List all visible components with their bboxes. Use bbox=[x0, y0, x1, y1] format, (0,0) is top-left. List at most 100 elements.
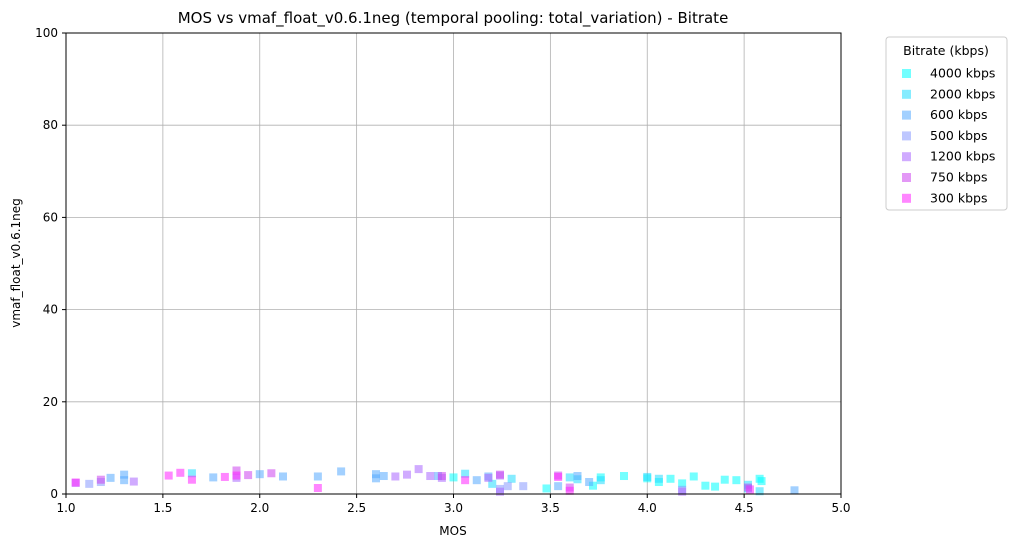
data-point-600-kbps bbox=[472, 476, 481, 485]
data-point-1200-kbps bbox=[678, 487, 687, 496]
data-point-1200-kbps bbox=[129, 477, 138, 486]
data-point-2000-kbps bbox=[461, 469, 470, 478]
data-point-300-kbps bbox=[565, 486, 574, 495]
data-point-300-kbps bbox=[554, 472, 563, 481]
x-tick-label: 3.5 bbox=[541, 501, 560, 515]
data-point-1200-kbps bbox=[391, 472, 400, 481]
y-axis-label: vmaf_float_v0.6.1neg bbox=[9, 198, 23, 328]
data-point-2000-kbps bbox=[596, 476, 605, 485]
legend-marker bbox=[902, 173, 911, 182]
data-point-4000-kbps bbox=[711, 482, 720, 491]
legend-entry: 4000 kbps bbox=[930, 66, 995, 81]
data-point-500-kbps bbox=[519, 482, 528, 491]
data-point-600-kbps bbox=[573, 472, 582, 481]
data-point-1200-kbps bbox=[414, 465, 423, 474]
data-point-2000-kbps bbox=[565, 473, 574, 482]
data-point-600-kbps bbox=[209, 473, 218, 482]
legend-title: Bitrate (kbps) bbox=[903, 43, 989, 58]
data-point-4000-kbps bbox=[757, 477, 766, 486]
data-point-2000-kbps bbox=[488, 479, 497, 488]
data-point-1200-kbps bbox=[496, 487, 504, 496]
data-point-600-kbps bbox=[279, 472, 287, 481]
data-point-1200-kbps bbox=[484, 473, 493, 482]
data-point-4000-kbps bbox=[689, 472, 698, 481]
legend-marker bbox=[902, 69, 911, 78]
x-tick-label: 1.5 bbox=[153, 501, 172, 515]
x-tick-label: 3.0 bbox=[444, 501, 463, 515]
data-point-4000-kbps bbox=[701, 481, 710, 490]
data-point-300-kbps bbox=[745, 485, 754, 494]
legend-frame bbox=[885, 36, 1008, 211]
x-tick-label: 4.0 bbox=[638, 501, 657, 515]
data-point-4000-kbps bbox=[620, 472, 628, 481]
data-point-600-kbps bbox=[120, 470, 129, 479]
data-point-750-kbps bbox=[267, 469, 276, 478]
data-point-750-kbps bbox=[232, 466, 241, 475]
legend: Bitrate (kbps) 4000 kbps 2000 kbps 600 kbp… bbox=[885, 36, 1008, 211]
data-point-1200-kbps bbox=[426, 472, 435, 481]
x-axis-ticks: 1.0 1.5 2.0 2.5 3.0 3.5 4.0 4.5 5.0 bbox=[56, 494, 851, 515]
data-point-600-kbps bbox=[585, 478, 594, 487]
data-point-600-kbps bbox=[337, 467, 346, 476]
data-point-600-kbps bbox=[790, 486, 799, 495]
data-point-300-kbps bbox=[176, 468, 185, 477]
y-tick-label: 0 bbox=[50, 487, 58, 501]
data-point-300-kbps bbox=[220, 472, 229, 481]
x-axis-label: MOS bbox=[439, 524, 466, 538]
data-point-4000-kbps bbox=[449, 473, 458, 482]
data-point-600-kbps bbox=[106, 473, 115, 482]
legend-entry: 750 kbps bbox=[930, 170, 987, 185]
legend-marker bbox=[902, 110, 911, 120]
x-tick-label: 4.5 bbox=[735, 501, 754, 515]
data-point-600-kbps bbox=[313, 472, 322, 481]
data-point-1200-kbps bbox=[403, 470, 411, 479]
legend-marker bbox=[902, 131, 911, 141]
x-tick-label: 1.0 bbox=[56, 501, 75, 515]
data-point-300-kbps bbox=[187, 475, 196, 484]
legend-entry: 300 kbps bbox=[930, 190, 987, 205]
data-point-600-kbps bbox=[379, 472, 388, 481]
data-point-300-kbps bbox=[313, 484, 322, 493]
data-point-4000-kbps bbox=[542, 484, 551, 493]
data-points bbox=[71, 465, 799, 496]
data-point-750-kbps bbox=[437, 472, 446, 481]
data-point-300-kbps bbox=[164, 471, 173, 480]
y-tick-label: 80 bbox=[43, 118, 58, 132]
data-point-600-kbps bbox=[372, 474, 380, 483]
grid-lines bbox=[65, 32, 842, 495]
data-point-600-kbps bbox=[372, 470, 380, 479]
legend-marker bbox=[902, 152, 911, 162]
legend-marker bbox=[902, 193, 911, 203]
data-point-750-kbps bbox=[96, 475, 105, 484]
data-point-600-kbps bbox=[255, 470, 264, 479]
y-tick-label: 20 bbox=[43, 395, 58, 409]
data-point-4000-kbps bbox=[732, 476, 741, 485]
legend-entry: 600 kbps bbox=[930, 107, 987, 122]
y-tick-label: 60 bbox=[43, 210, 58, 224]
y-tick-label: 40 bbox=[43, 303, 58, 317]
y-tick-label: 100 bbox=[35, 26, 58, 40]
legend-entry: 1200 kbps bbox=[930, 149, 995, 164]
data-point-2000-kbps bbox=[187, 469, 196, 478]
x-tick-label: 5.0 bbox=[831, 501, 850, 515]
data-point-4000-kbps bbox=[720, 475, 729, 484]
data-point-300-kbps bbox=[461, 476, 470, 485]
data-point-600-kbps bbox=[120, 476, 129, 485]
data-point-4000-kbps bbox=[666, 474, 675, 483]
data-point-2000-kbps bbox=[643, 472, 652, 481]
data-point-600-kbps bbox=[554, 482, 563, 491]
x-tick-label: 2.0 bbox=[250, 501, 269, 515]
data-point-750-kbps bbox=[244, 471, 253, 480]
chart-title: MOS vs vmaf_float_v0.6.1neg (temporal po… bbox=[178, 9, 729, 28]
data-point-2000-kbps bbox=[654, 474, 663, 483]
data-point-500-kbps bbox=[503, 482, 512, 491]
data-point-4000-kbps bbox=[678, 479, 687, 488]
data-point-300-kbps bbox=[71, 478, 80, 487]
data-point-2000-kbps bbox=[755, 487, 764, 496]
data-point-750-kbps bbox=[496, 470, 504, 479]
data-point-500-kbps bbox=[85, 479, 94, 488]
data-point-2000-kbps bbox=[507, 474, 516, 483]
data-point-300-kbps bbox=[232, 471, 241, 480]
legend-entry: 500 kbps bbox=[930, 128, 987, 143]
